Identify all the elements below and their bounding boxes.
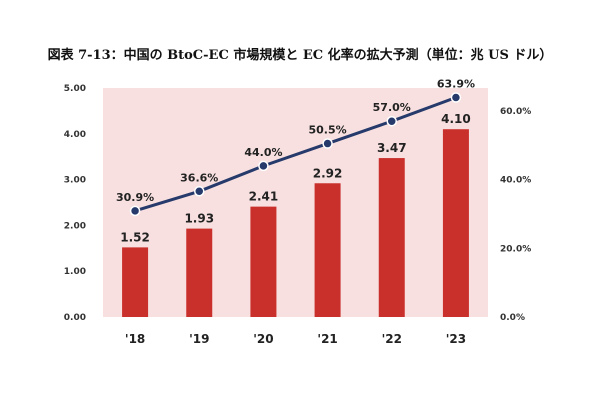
- x-tick-label: '20: [253, 332, 273, 346]
- right-axis: 0.0% 20.0% 40.0% 60.0%: [500, 107, 531, 323]
- line-point: [194, 186, 205, 197]
- bar-value-label: 3.47: [377, 141, 407, 155]
- bar: [378, 158, 405, 317]
- left-tick-label: 0.00: [64, 313, 86, 323]
- line-value-label: 30.9%: [116, 191, 154, 204]
- bar-value-label: 1.52: [120, 230, 150, 244]
- line-value-label: 63.9%: [437, 78, 475, 91]
- x-tick-label: '23: [446, 332, 466, 346]
- left-tick-label: 3.00: [64, 176, 86, 186]
- left-tick-label: 1.00: [64, 267, 86, 277]
- bar: [442, 129, 469, 317]
- x-tick-label: '18: [125, 332, 145, 346]
- line-group: 30.9% 36.6% 44.0% 50.5% 57.0% 63.9%: [116, 78, 475, 217]
- line-value-label: 36.6%: [180, 171, 218, 184]
- line-point: [258, 160, 269, 172]
- x-axis: '18 '19 '20 '21 '22 '23: [125, 332, 466, 346]
- chart-title: 図表 7-13：中国の BtoC-EC 市場規模と EC 化率の拡大予測（単位：…: [47, 48, 553, 63]
- line-point: [322, 138, 333, 149]
- line-point: [450, 92, 462, 103]
- bar-value-label: 4.10: [441, 112, 471, 126]
- right-tick-label: 60.0%: [500, 107, 531, 117]
- bar: [250, 206, 277, 317]
- left-axis: 0.00 1.00 2.00 3.00 4.00 5.00: [64, 84, 86, 323]
- bar: [186, 228, 213, 317]
- line-value-label: 44.0%: [244, 146, 282, 159]
- bar-value-label: 2.41: [249, 190, 279, 204]
- bar: [122, 247, 149, 317]
- left-tick-label: 5.00: [64, 84, 86, 94]
- bar-value-label: 2.92: [313, 166, 343, 180]
- line-series: [134, 96, 457, 213]
- bar-value-label: 1.93: [184, 212, 214, 226]
- x-tick-label: '22: [382, 332, 402, 346]
- x-tick-label: '19: [189, 332, 209, 346]
- line-point: [386, 115, 397, 127]
- left-tick-label: 2.00: [64, 221, 86, 231]
- bar-group: 1.52 1.93 2.41 2.92 3.47 4.10: [120, 112, 471, 317]
- left-tick-label: 4.00: [64, 130, 86, 140]
- line-value-label: 57.0%: [373, 101, 411, 114]
- line-value-label: 50.5%: [308, 124, 346, 137]
- right-tick-label: 20.0%: [500, 244, 531, 254]
- right-tick-label: 40.0%: [500, 176, 531, 186]
- x-tick-label: '21: [317, 332, 337, 346]
- bar: [314, 183, 341, 317]
- right-tick-label: 0.0%: [500, 313, 525, 323]
- line-point: [129, 205, 141, 217]
